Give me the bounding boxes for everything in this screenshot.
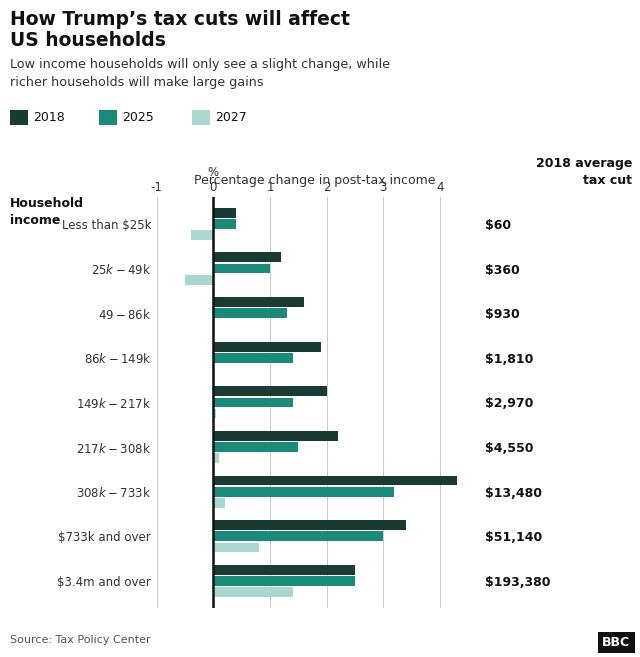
Text: US households: US households — [10, 31, 166, 50]
Text: How Trump’s tax cuts will affect: How Trump’s tax cuts will affect — [10, 10, 349, 29]
Bar — [213, 431, 338, 441]
Text: %: % — [208, 166, 219, 179]
Bar — [213, 342, 321, 351]
Bar — [213, 219, 236, 229]
Text: Low income households will only see a slight change, while
richer households wil: Low income households will only see a sl… — [10, 58, 390, 89]
Text: 2027: 2027 — [215, 111, 247, 124]
Bar — [213, 397, 292, 407]
Bar — [213, 252, 281, 262]
Bar — [185, 275, 213, 284]
Bar — [213, 442, 298, 452]
Bar — [213, 543, 259, 553]
Text: 2025: 2025 — [122, 111, 154, 124]
Text: 2018: 2018 — [33, 111, 65, 124]
Bar — [213, 487, 394, 497]
Bar — [213, 587, 292, 597]
Text: Source: Tax Policy Center: Source: Tax Policy Center — [10, 635, 150, 645]
Bar — [213, 386, 326, 396]
Bar — [213, 565, 355, 575]
Bar — [213, 576, 355, 586]
Bar — [213, 532, 383, 541]
Bar — [213, 297, 304, 307]
Text: Percentage change in post-tax income: Percentage change in post-tax income — [195, 174, 436, 187]
Bar — [213, 498, 225, 508]
Bar — [213, 520, 406, 530]
Bar — [213, 263, 270, 273]
Text: 2018 average
tax cut: 2018 average tax cut — [536, 157, 632, 187]
Text: Household
income: Household income — [10, 197, 84, 227]
Bar — [213, 453, 219, 463]
Bar — [191, 230, 213, 240]
Text: BBC: BBC — [602, 636, 630, 649]
Bar — [213, 409, 216, 419]
Bar — [213, 353, 292, 363]
Bar — [213, 208, 236, 217]
Bar — [213, 308, 287, 318]
Bar — [213, 476, 456, 486]
